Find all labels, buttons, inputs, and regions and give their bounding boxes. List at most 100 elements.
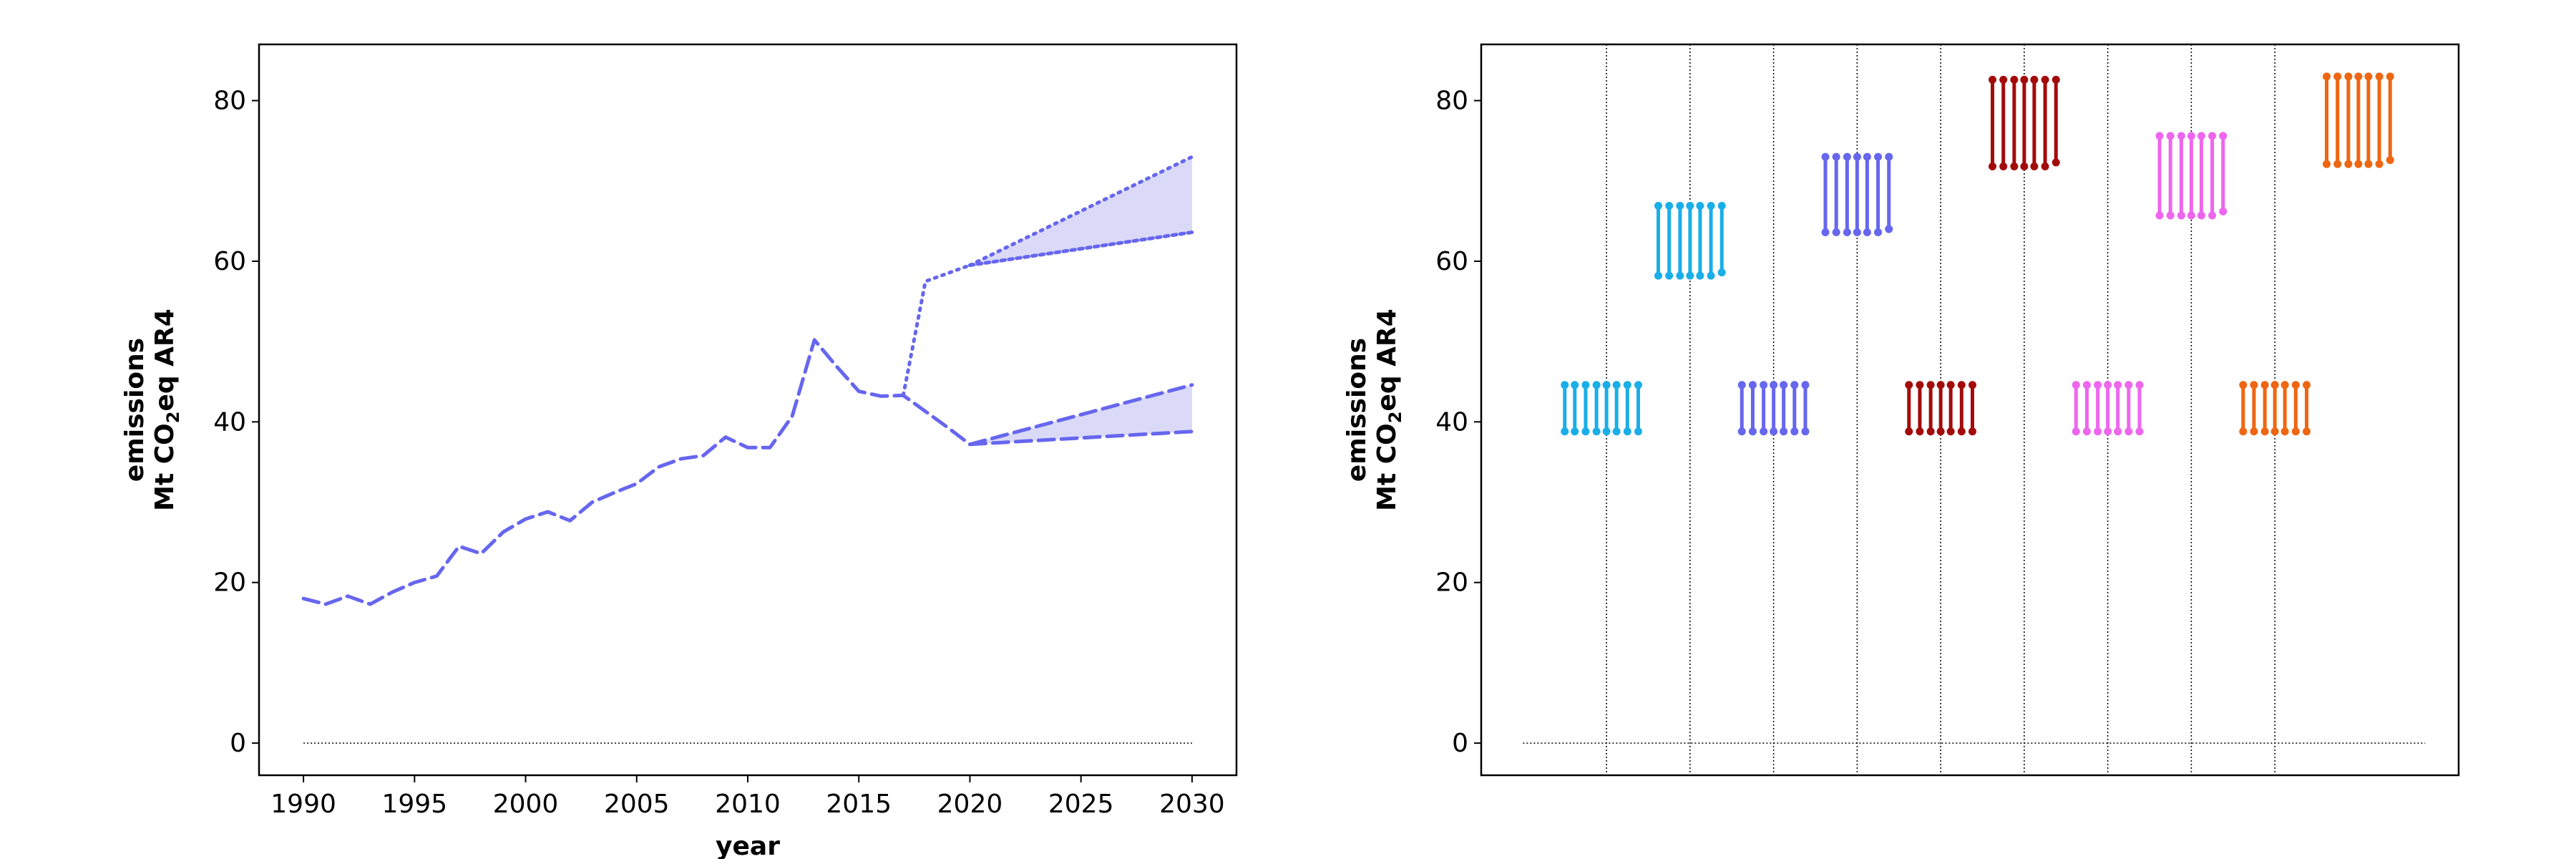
range-bottom-marker bbox=[2072, 427, 2080, 436]
range-bottom-marker bbox=[2020, 162, 2029, 171]
range-bottom-marker bbox=[1936, 427, 1945, 436]
range-bottom-marker bbox=[2270, 427, 2279, 436]
range-bottom-marker bbox=[1832, 228, 1840, 237]
range-top-marker bbox=[2208, 132, 2217, 140]
range-top-marker bbox=[2333, 72, 2342, 81]
range-top-marker bbox=[2291, 381, 2300, 389]
range-bottom-marker bbox=[1717, 268, 1726, 277]
range-top-marker bbox=[1968, 381, 1977, 389]
y-tick-label: 40 bbox=[213, 407, 246, 437]
range-group-5 bbox=[1905, 381, 1977, 436]
range-top-marker bbox=[1561, 381, 1569, 389]
range-bottom-marker bbox=[1561, 427, 1569, 436]
range-top-marker bbox=[1592, 381, 1601, 389]
range-bottom-marker bbox=[1885, 225, 1893, 233]
range-top-marker bbox=[1581, 381, 1590, 389]
range-top-marker bbox=[1863, 152, 1871, 161]
range-bottom-marker bbox=[1707, 271, 1715, 280]
range-top-marker bbox=[1843, 152, 1851, 161]
range-bottom-marker bbox=[2250, 427, 2258, 436]
range-top-marker bbox=[1760, 381, 1768, 389]
range-bottom-marker bbox=[1665, 271, 1674, 280]
range-bottom-marker bbox=[1623, 427, 1631, 436]
range-top-marker bbox=[2041, 75, 2049, 84]
range-group-4 bbox=[1821, 152, 1893, 237]
y-tick-label: 40 bbox=[1435, 407, 1468, 437]
y-tick-label: 60 bbox=[1435, 247, 1468, 276]
range-top-marker bbox=[2124, 381, 2133, 389]
range-group-2 bbox=[1654, 202, 1726, 280]
range-top-marker bbox=[2386, 72, 2394, 81]
y-tick-label: 0 bbox=[230, 729, 246, 758]
emissions-line-dotted bbox=[901, 230, 1194, 397]
x-tick-label: 2010 bbox=[715, 790, 781, 819]
range-bottom-marker bbox=[2303, 427, 2311, 436]
range-bottom-marker bbox=[1592, 427, 1601, 436]
range-top-marker bbox=[1623, 381, 1631, 389]
range-top-marker bbox=[1654, 202, 1663, 210]
range-bottom-marker bbox=[1748, 427, 1757, 436]
range-top-marker bbox=[1832, 152, 1840, 161]
y-axis-label-subscript: 2 bbox=[163, 412, 183, 424]
range-bottom-marker bbox=[2208, 211, 2217, 220]
range-top-marker bbox=[1634, 381, 1642, 389]
range-top-marker bbox=[1737, 381, 1746, 389]
range-bottom-marker bbox=[1863, 228, 1871, 237]
range-top-marker bbox=[1676, 202, 1684, 210]
range-top-marker bbox=[2166, 132, 2175, 140]
range-group-10 bbox=[2323, 72, 2394, 168]
y-tick-label: 20 bbox=[1435, 568, 1468, 598]
emissions-line-dashed bbox=[301, 338, 972, 606]
range-top-marker bbox=[1612, 381, 1621, 389]
range-bottom-marker bbox=[1696, 271, 1704, 280]
y-axis-label-part: eq AR4 bbox=[150, 309, 180, 411]
range-bottom-marker bbox=[1602, 427, 1611, 436]
range-bottom-marker bbox=[2051, 158, 2060, 167]
range-top-marker bbox=[2364, 72, 2373, 81]
range-bottom-marker bbox=[2364, 160, 2373, 168]
range-top-marker bbox=[2187, 132, 2195, 140]
range-top-marker bbox=[2094, 381, 2102, 389]
range-top-marker bbox=[1748, 381, 1757, 389]
y-tick-label: 80 bbox=[1435, 87, 1468, 116]
range-bottom-marker bbox=[2094, 427, 2102, 436]
range-top-marker bbox=[1821, 152, 1830, 161]
range-top-marker bbox=[2010, 75, 2019, 84]
range-panel: 0 20 40 60 80 emissions Mt CO2eq AR4 bbox=[1342, 43, 2460, 777]
range-bottom-marker bbox=[2197, 211, 2205, 220]
range-top-marker bbox=[1717, 202, 1726, 210]
range-bottom-marker bbox=[2082, 427, 2091, 436]
y-tick-label: 0 bbox=[1452, 729, 1468, 758]
range-top-marker bbox=[2114, 381, 2122, 389]
y-axis-label-part: Mt CO bbox=[1372, 423, 1402, 511]
range-top-marker bbox=[1790, 381, 1799, 389]
range-top-marker bbox=[2375, 72, 2384, 81]
range-group-9 bbox=[2239, 381, 2311, 436]
range-bottom-marker bbox=[1926, 427, 1935, 436]
range-top-marker bbox=[2270, 381, 2279, 389]
range-group-1 bbox=[1561, 381, 1642, 436]
range-bottom-marker bbox=[1770, 427, 1778, 436]
range-bottom-marker bbox=[1760, 427, 1768, 436]
range-bottom-marker bbox=[2166, 211, 2175, 220]
range-top-marker bbox=[2020, 75, 2029, 84]
range-top-marker bbox=[1916, 381, 1924, 389]
range-bottom-marker bbox=[1676, 271, 1684, 280]
range-bottom-marker bbox=[2375, 160, 2384, 168]
range-top-marker bbox=[1936, 381, 1945, 389]
range-bottom-marker bbox=[2187, 211, 2195, 220]
range-bottom-marker bbox=[2386, 156, 2394, 165]
range-bottom-marker bbox=[1968, 427, 1977, 436]
range-bottom-marker bbox=[1999, 162, 2008, 171]
range-top-marker bbox=[1999, 75, 2008, 84]
x-tick-label: 2000 bbox=[493, 790, 559, 819]
range-bottom-marker bbox=[1946, 427, 1955, 436]
range-top-marker bbox=[1686, 202, 1694, 210]
range-top-marker bbox=[1770, 381, 1778, 389]
range-bottom-marker bbox=[1634, 427, 1642, 436]
range-group-3 bbox=[1737, 381, 1810, 436]
range-top-marker bbox=[2082, 381, 2091, 389]
range-top-marker bbox=[1853, 152, 1861, 161]
y-tick-label: 20 bbox=[213, 568, 246, 598]
